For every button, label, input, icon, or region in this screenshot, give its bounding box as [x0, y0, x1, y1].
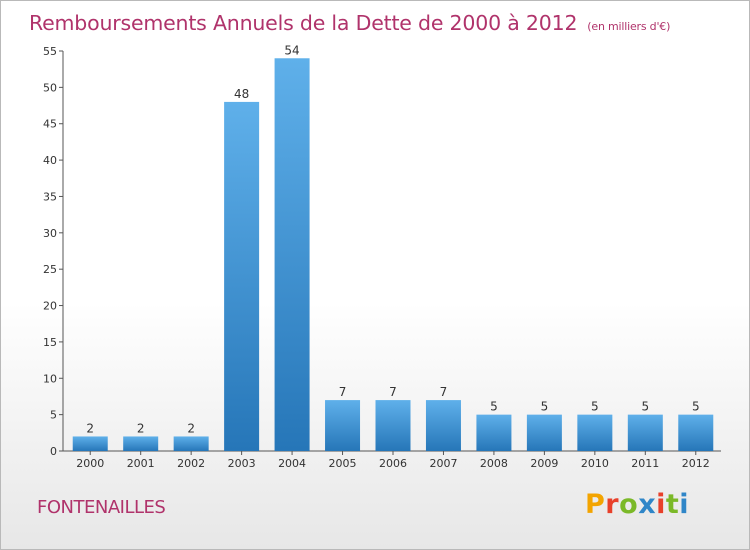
x-tick-label: 2012: [682, 457, 710, 470]
bar: [678, 414, 714, 451]
y-tick-label: 0: [50, 445, 57, 458]
bar-value-label: 7: [389, 385, 397, 399]
proxiti-logo: Proxiti: [585, 489, 689, 520]
x-tick-label: 2003: [228, 457, 256, 470]
bar-value-label: 7: [440, 385, 448, 399]
title-unit: (en milliers d'€): [587, 20, 671, 33]
bar-value-label: 7: [339, 385, 347, 399]
y-tick-label: 10: [43, 372, 57, 385]
bar: [325, 400, 361, 451]
logo-letter: x: [638, 489, 657, 520]
x-tick-label: 2010: [581, 457, 609, 470]
bar-value-label: 5: [641, 400, 649, 414]
x-tick-label: 2001: [127, 457, 155, 470]
bar-value-label: 54: [284, 43, 299, 57]
y-tick-label: 55: [43, 45, 57, 58]
logo-letter: P: [585, 489, 606, 520]
y-tick-label: 20: [43, 300, 57, 313]
bar: [627, 414, 663, 451]
bar-value-label: 48: [234, 87, 249, 101]
x-tick-label: 2002: [177, 457, 205, 470]
bar: [72, 436, 108, 451]
bar: [173, 436, 209, 451]
x-tick-label: 2008: [480, 457, 508, 470]
x-tick-label: 2006: [379, 457, 407, 470]
logo-letter: o: [619, 489, 639, 520]
y-tick-label: 5: [50, 409, 57, 422]
logo-letter: i: [656, 489, 666, 520]
logo-letter: r: [605, 489, 620, 520]
bar-value-label: 5: [541, 400, 549, 414]
y-tick-label: 45: [43, 118, 57, 131]
bar-value-label: 5: [692, 400, 700, 414]
bar-value-label: 5: [591, 400, 599, 414]
logo-letter: t: [665, 489, 680, 520]
y-tick-label: 50: [43, 81, 57, 94]
place-name: FONTENAILLES: [37, 497, 166, 518]
x-tick-label: 2007: [429, 457, 457, 470]
x-tick-label: 2011: [631, 457, 659, 470]
x-tick-label: 2009: [530, 457, 558, 470]
bar-value-label: 2: [187, 421, 195, 435]
chart-title: Remboursements Annuels de la Dette de 20…: [29, 11, 670, 35]
bar-value-label: 2: [137, 421, 145, 435]
bar: [476, 414, 512, 451]
bar: [224, 101, 260, 451]
x-tick-label: 2004: [278, 457, 306, 470]
bar: [375, 400, 411, 451]
bar: [425, 400, 461, 451]
bar: [123, 436, 159, 451]
x-tick-label: 2005: [329, 457, 357, 470]
title-text: Remboursements Annuels de la Dette de 20…: [29, 11, 578, 35]
bar: [526, 414, 562, 451]
y-tick-label: 25: [43, 263, 57, 276]
bar-value-label: 2: [86, 421, 94, 435]
bar-value-label: 5: [490, 400, 498, 414]
y-tick-label: 40: [43, 154, 57, 167]
bar: [577, 414, 613, 451]
logo-letter: i: [679, 489, 690, 520]
y-tick-label: 35: [43, 190, 57, 203]
bar: [274, 58, 310, 451]
y-tick-label: 15: [43, 336, 57, 349]
y-tick-label: 30: [43, 227, 57, 240]
bars: 2 2 2 48 54 7 7 7 5 5 5 5 5: [72, 43, 714, 451]
x-tick-label: 2000: [76, 457, 104, 470]
